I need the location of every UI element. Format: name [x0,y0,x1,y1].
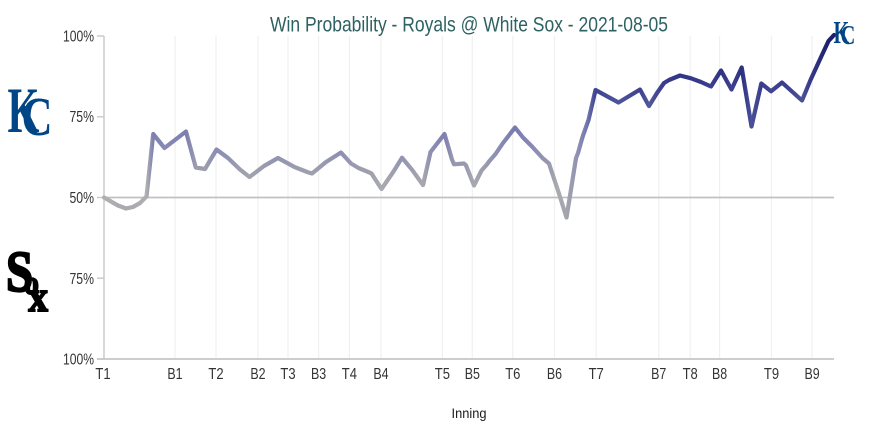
svg-text:B8: B8 [712,366,727,383]
svg-text:K: K [834,14,850,50]
svg-text:T7: T7 [589,366,604,383]
svg-text:100%: 100% [63,352,94,369]
svg-text:B1: B1 [167,366,182,383]
svg-text:o: o [24,263,39,301]
svg-text:B7: B7 [651,366,666,383]
svg-text:B3: B3 [311,366,326,383]
svg-text:x: x [29,273,49,320]
svg-text:B5: B5 [465,366,480,383]
svg-text:C: C [841,21,856,50]
svg-text:T2: T2 [208,366,223,383]
svg-text:50%: 50% [70,190,95,207]
svg-text:T6: T6 [505,366,520,383]
svg-text:B6: B6 [547,366,562,383]
svg-text:T8: T8 [683,366,698,383]
svg-text:S: S [6,239,33,304]
svg-text:K: K [8,75,40,147]
svg-text:Inning: Inning [452,406,487,421]
svg-text:B2: B2 [250,366,265,383]
svg-text:75%: 75% [70,109,95,126]
svg-text:T4: T4 [342,366,358,383]
svg-text:T1: T1 [95,366,110,383]
svg-text:T5: T5 [435,366,450,383]
svg-text:C: C [22,86,53,147]
svg-text:B4: B4 [373,366,388,383]
svg-text:T3: T3 [280,366,295,383]
svg-text:B9: B9 [805,366,820,383]
svg-text:T9: T9 [764,366,779,383]
svg-text:Win Probability - Royals @ Whi: Win Probability - Royals @ White Sox - 2… [270,14,668,37]
svg-text:75%: 75% [70,271,95,288]
svg-text:100%: 100% [63,29,94,46]
